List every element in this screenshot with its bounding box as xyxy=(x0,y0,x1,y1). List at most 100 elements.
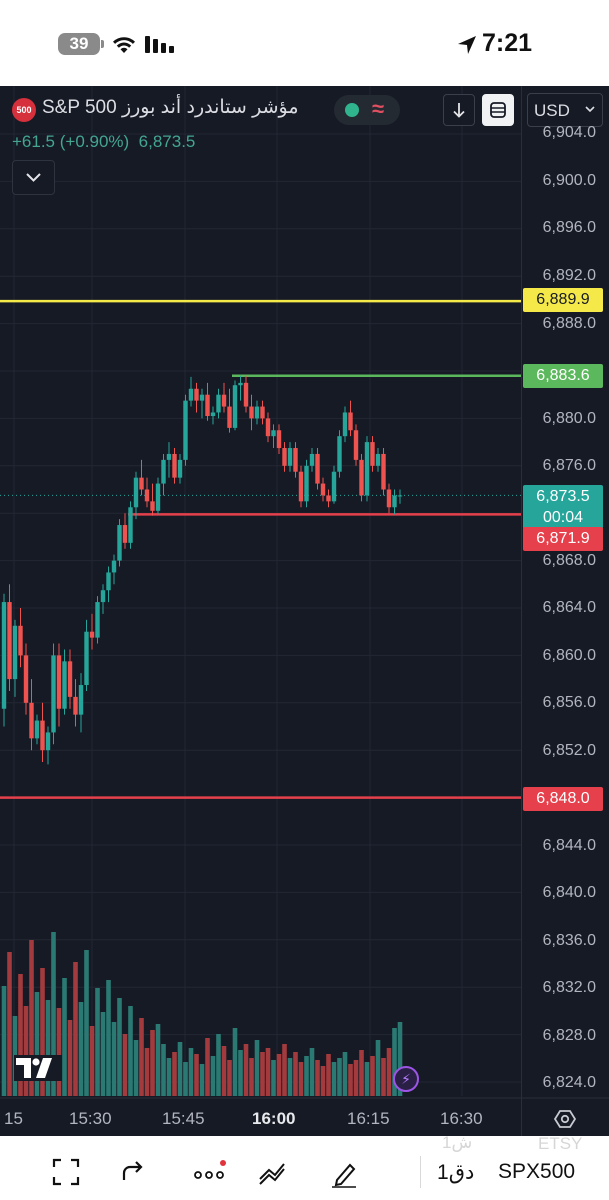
volume-bar xyxy=(331,1062,337,1096)
volume-bar xyxy=(7,952,12,1096)
price-axis-label: 6,864.0 xyxy=(542,599,596,616)
volume-bar xyxy=(293,1052,298,1096)
candle-body xyxy=(205,394,210,417)
price-axis-label: 6,904.0 xyxy=(542,124,596,141)
volume-bar xyxy=(34,992,40,1096)
candle-body xyxy=(227,406,232,428)
candle-body xyxy=(194,388,199,401)
candle-body xyxy=(304,465,309,502)
volume-bar xyxy=(326,1054,331,1096)
candle-body xyxy=(150,501,155,511)
volume-bar xyxy=(100,1012,106,1096)
chart-mode-button[interactable] xyxy=(482,94,514,126)
candle-body xyxy=(29,702,34,739)
volume-bar xyxy=(177,1042,183,1096)
interval-button[interactable]: 1دق xyxy=(437,1161,475,1184)
fullscreen-icon[interactable] xyxy=(52,1158,80,1186)
currency-select[interactable]: USD xyxy=(527,93,603,127)
last-price-value: 6,873.5 xyxy=(536,488,590,505)
price-axis-label: 6,896.0 xyxy=(542,219,596,236)
chart-area[interactable]: 500 S&P 500 مؤشر ستاندرد أند بورز ≈ USD … xyxy=(0,86,609,1136)
time-axis-label: 16:30 xyxy=(440,1109,483,1128)
tradingview-logo-icon xyxy=(14,1055,62,1081)
volume-bar xyxy=(216,1034,221,1096)
lightning-icon[interactable]: ⚡ xyxy=(393,1066,419,1092)
volume-bar xyxy=(23,1006,29,1096)
candle-body xyxy=(161,459,166,484)
green-level-tag[interactable]: 6,883.6 xyxy=(523,364,603,388)
download-button[interactable] xyxy=(443,94,475,126)
volume-bar xyxy=(348,1064,353,1096)
redo-icon[interactable] xyxy=(120,1158,146,1186)
price-axis-label: 6,852.0 xyxy=(542,742,596,759)
candle-body xyxy=(166,453,172,460)
draw-icon[interactable] xyxy=(330,1158,360,1188)
volume-bar xyxy=(370,1056,375,1096)
chart-canvas[interactable] xyxy=(0,86,609,1136)
price-axis-label: 6,824.0 xyxy=(542,1074,596,1091)
volume-bar xyxy=(67,1020,73,1096)
download-icon xyxy=(453,103,465,118)
candle-body xyxy=(348,412,353,431)
price-axis-label: 6,888.0 xyxy=(542,315,596,332)
volume-bar xyxy=(84,950,89,1096)
market-status-toggle[interactable]: ≈ xyxy=(334,95,400,125)
price-change-line: +61.5 (+0.90%) 6,873.5 xyxy=(12,132,195,152)
time-axis-label: 16:15 xyxy=(347,1109,390,1128)
candle-body xyxy=(133,477,139,508)
candle-body xyxy=(254,406,260,419)
volume-bar xyxy=(106,980,111,1096)
candle-body xyxy=(144,489,150,502)
volume-bar xyxy=(111,1022,117,1096)
volume-bar xyxy=(117,998,122,1096)
candle-body xyxy=(315,453,320,484)
price-axis-label: 6,892.0 xyxy=(542,267,596,284)
candle-body xyxy=(188,388,194,401)
candle-body xyxy=(73,696,78,715)
wave-icon: ≈ xyxy=(372,96,385,121)
candle-body xyxy=(122,525,128,543)
yellow-level-tag[interactable]: 6,889.9 xyxy=(523,288,603,312)
candle-body xyxy=(139,477,144,490)
more-icon[interactable] xyxy=(193,1158,229,1186)
volume-bar xyxy=(45,1000,51,1096)
price-axis-label: 6,856.0 xyxy=(542,694,596,711)
candle-body xyxy=(260,406,265,419)
volume-bar xyxy=(309,1048,315,1096)
candle-body xyxy=(375,453,381,466)
volume-bar xyxy=(18,974,23,1096)
settings-icon[interactable] xyxy=(553,1107,577,1131)
volume-bar xyxy=(95,988,100,1096)
candle-body xyxy=(18,625,23,656)
price-axis-label: 6,880.0 xyxy=(542,410,596,427)
candle-body xyxy=(265,418,271,437)
chevron-down-icon xyxy=(585,106,595,113)
status-time: 7:21 xyxy=(482,29,533,57)
volume-bar xyxy=(342,1052,348,1096)
candle-body xyxy=(320,483,326,496)
price-axis-label: 6,836.0 xyxy=(542,932,596,949)
volume-bar xyxy=(51,932,56,1096)
red-level-tag[interactable]: 6,871.9 xyxy=(523,527,603,551)
candle-body xyxy=(23,655,29,703)
price-change: +61.5 (+0.90%) xyxy=(12,132,130,151)
toolbar-separator xyxy=(420,1156,421,1188)
market-open-dot xyxy=(345,103,359,117)
volume-bar xyxy=(337,1058,342,1096)
candle-body xyxy=(95,602,100,638)
indicators-icon[interactable] xyxy=(258,1158,294,1186)
red-level-tag[interactable]: 6,848.0 xyxy=(523,787,603,811)
currency-value: USD xyxy=(534,101,570,120)
volume-bar xyxy=(381,1058,386,1096)
candle-body xyxy=(331,471,337,502)
symbol-title[interactable]: S&P 500 مؤشر ستاندرد أند بورز xyxy=(42,97,299,118)
candle-body xyxy=(397,495,403,497)
candle-body xyxy=(216,394,221,413)
symbol-button[interactable]: SPX500 xyxy=(498,1160,576,1183)
collapse-legend-button[interactable] xyxy=(12,160,55,195)
candle-body xyxy=(177,459,183,478)
ghost-symbol: ETSY xyxy=(538,1134,583,1153)
candle-body xyxy=(370,442,375,466)
chart-mode-icon xyxy=(490,102,506,118)
volume-bar xyxy=(353,1060,359,1096)
